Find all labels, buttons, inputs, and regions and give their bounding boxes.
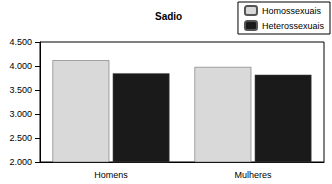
svg-text:4.000: 4.000 [9, 61, 32, 71]
svg-text:4.500: 4.500 [9, 37, 32, 47]
svg-text:3.500: 3.500 [9, 85, 32, 95]
svg-text:Heterossexuais: Heterossexuais [262, 21, 325, 31]
svg-text:3.000: 3.000 [9, 109, 32, 119]
svg-text:Homens: Homens [94, 170, 128, 180]
svg-text:Mulheres: Mulheres [234, 170, 272, 180]
svg-text:Sadio: Sadio [155, 11, 182, 22]
svg-text:Homossexuais: Homossexuais [262, 6, 322, 16]
svg-text:2.500: 2.500 [9, 133, 32, 143]
svg-text:2.000: 2.000 [9, 157, 32, 167]
